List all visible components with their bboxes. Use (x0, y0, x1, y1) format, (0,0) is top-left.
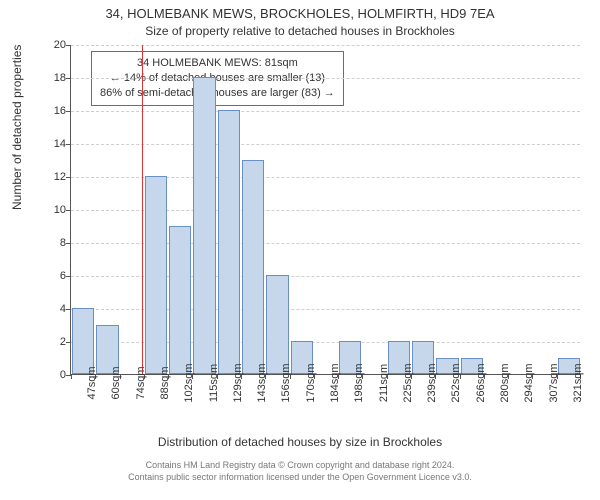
x-tick-label: 211sqm (378, 364, 390, 402)
x-tick-label: 60sqm (110, 366, 122, 399)
y-tick-label: 16 (36, 105, 66, 117)
y-tick-label: 0 (36, 369, 66, 381)
y-tick (66, 210, 71, 211)
histogram-bar (218, 110, 240, 374)
histogram-bar (169, 226, 191, 375)
x-tick-label: 156sqm (280, 363, 292, 402)
y-tick-label: 10 (36, 204, 66, 216)
x-tick-label: 252sqm (450, 363, 462, 402)
y-tick (66, 177, 71, 178)
x-tick-label: 143sqm (256, 363, 268, 402)
y-tick-label: 2 (36, 336, 66, 348)
y-tick-label: 20 (36, 39, 66, 51)
chart-container: 34, HOLMEBANK MEWS, BROCKHOLES, HOLMFIRT… (0, 0, 600, 500)
y-tick-label: 18 (36, 72, 66, 84)
x-tick-label: 74sqm (135, 366, 147, 399)
x-tick-label: 129sqm (232, 363, 244, 402)
gridline (71, 111, 580, 112)
y-tick (66, 276, 71, 277)
x-tick-label: 88sqm (159, 366, 171, 399)
gridline (71, 78, 580, 79)
footer-line1: Contains HM Land Registry data © Crown c… (0, 460, 600, 472)
plot-area: 34 HOLMEBANK MEWS: 81sqm ← 14% of detach… (70, 45, 580, 375)
x-tick-label: 102sqm (183, 363, 195, 402)
x-tick (71, 374, 72, 379)
gridline (71, 45, 580, 46)
footer-line2: Contains public sector information licen… (0, 472, 600, 484)
x-tick-label: 115sqm (208, 364, 220, 402)
histogram-bar (145, 176, 167, 374)
x-axis-label: Distribution of detached houses by size … (0, 435, 600, 449)
y-tick-label: 8 (36, 237, 66, 249)
chart-title-sub: Size of property relative to detached ho… (0, 24, 600, 38)
x-tick-label: 170sqm (305, 363, 317, 402)
x-tick-label: 225sqm (402, 363, 414, 402)
histogram-bar (266, 275, 288, 374)
y-tick (66, 144, 71, 145)
gridline (71, 144, 580, 145)
histogram-bar (242, 160, 264, 375)
y-tick (66, 45, 71, 46)
y-tick (66, 243, 71, 244)
y-tick-label: 4 (36, 303, 66, 315)
info-box-line3: 86% of semi-detached houses are larger (… (100, 86, 335, 101)
footer-text: Contains HM Land Registry data © Crown c… (0, 460, 600, 483)
x-tick-label: 184sqm (329, 363, 341, 402)
y-tick (66, 111, 71, 112)
x-tick-label: 239sqm (426, 363, 438, 402)
x-tick-label: 307sqm (548, 363, 560, 402)
chart-title-main: 34, HOLMEBANK MEWS, BROCKHOLES, HOLMFIRT… (0, 6, 600, 21)
y-tick (66, 342, 71, 343)
x-tick-label: 280sqm (499, 363, 511, 402)
y-tick-label: 12 (36, 171, 66, 183)
y-tick-label: 6 (36, 270, 66, 282)
y-tick-label: 14 (36, 138, 66, 150)
info-box-line1: 34 HOLMEBANK MEWS: 81sqm (100, 56, 335, 71)
histogram-bar (72, 308, 94, 374)
x-tick-label: 47sqm (86, 366, 98, 399)
x-tick-label: 294sqm (523, 363, 535, 402)
marker-line (142, 45, 143, 374)
x-tick-label: 198sqm (353, 363, 365, 402)
y-tick (66, 78, 71, 79)
histogram-bar (193, 77, 215, 374)
x-tick-label: 321sqm (572, 363, 584, 402)
x-tick-label: 266sqm (475, 363, 487, 402)
y-tick (66, 309, 71, 310)
y-axis-label: Number of detached properties (10, 45, 24, 210)
